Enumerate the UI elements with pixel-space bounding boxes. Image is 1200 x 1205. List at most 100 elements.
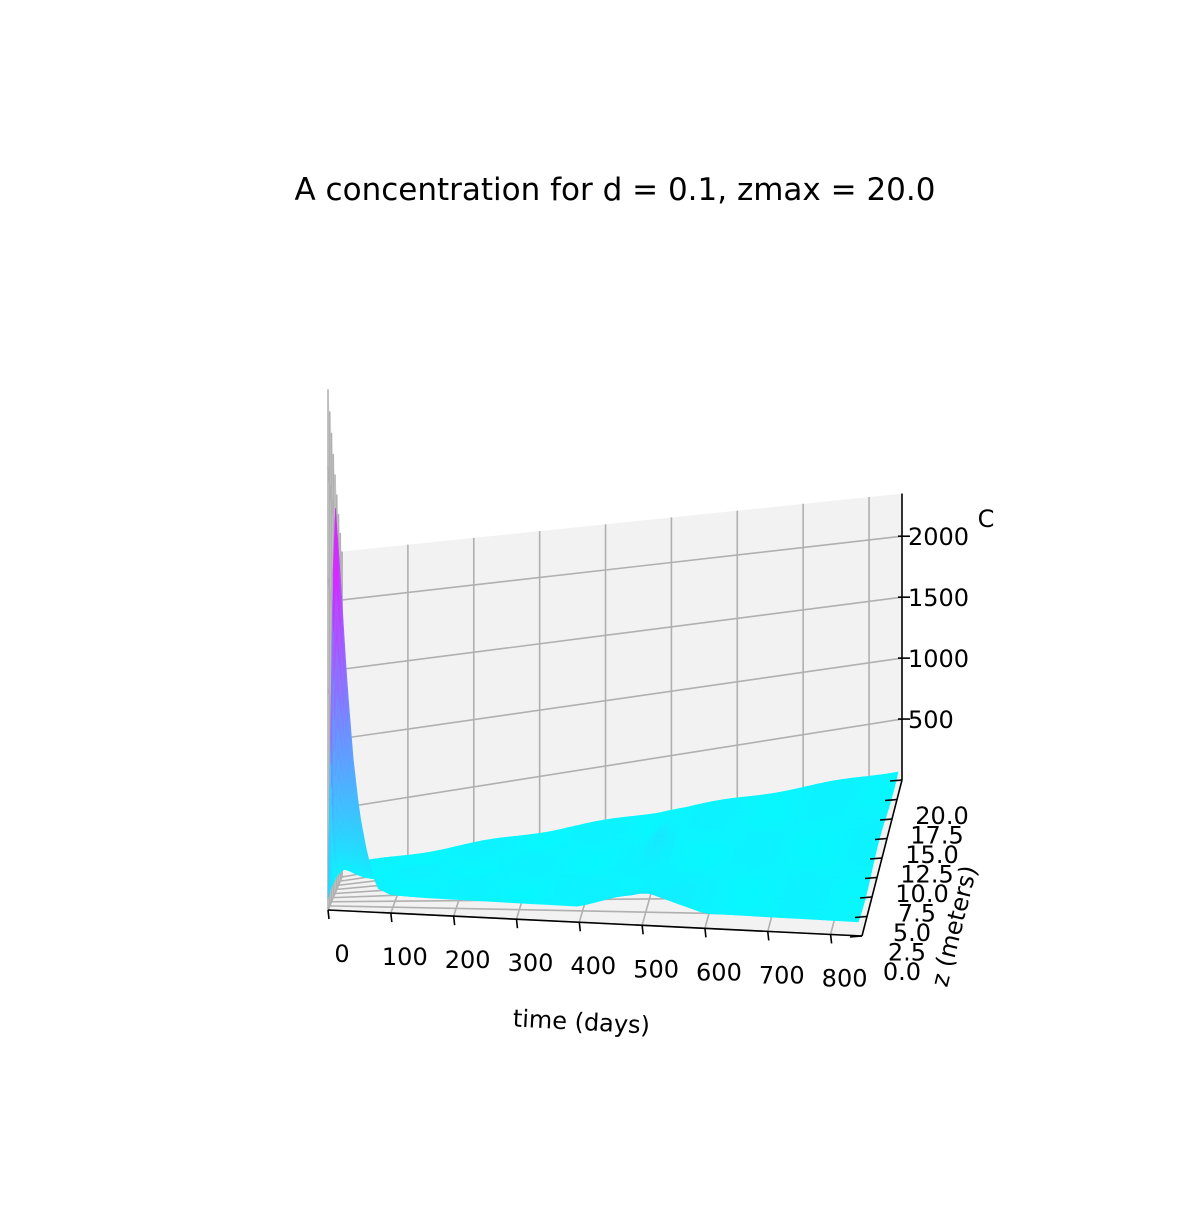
- surface-patch: [744, 880, 754, 885]
- surface-patch: [850, 884, 860, 890]
- surface-patch: [748, 864, 758, 870]
- surface-patch: [727, 812, 737, 816]
- surface-patch: [619, 823, 629, 826]
- surface-patch: [774, 865, 784, 870]
- x-tick-label: 600: [696, 958, 742, 986]
- surface-patch: [801, 865, 811, 869]
- surface-patch: [734, 820, 744, 824]
- surface-patch: [800, 869, 810, 873]
- surface-patch: [852, 909, 862, 913]
- surface-patch: [574, 855, 584, 859]
- surface-patch: [861, 872, 871, 878]
- x-tick-label: 700: [759, 961, 805, 989]
- surface-patch: [692, 844, 702, 848]
- surface-patch: [685, 869, 695, 872]
- y-tick-mark: [870, 858, 882, 859]
- x-tick-label: 0: [334, 940, 349, 968]
- surface-patch: [790, 902, 800, 907]
- surface-patch: [867, 849, 877, 855]
- surface-patch: [745, 910, 755, 913]
- surface-patch: [571, 891, 581, 895]
- surface-patch: [811, 828, 821, 834]
- surface-patch: [745, 875, 755, 880]
- surface-patch: [768, 855, 778, 860]
- surface-patch: [760, 850, 770, 855]
- surface-patch: [846, 861, 856, 867]
- surface-patch: [756, 864, 766, 869]
- surface-patch: [859, 884, 869, 890]
- surface-patch: [783, 865, 793, 869]
- surface-patch: [835, 801, 845, 806]
- surface-patch: [745, 812, 755, 816]
- surface-patch: [800, 839, 810, 844]
- surface-patch: [626, 829, 636, 832]
- surface-patch: [792, 865, 802, 869]
- surface-patch: [409, 882, 416, 885]
- surface-patch: [853, 905, 863, 910]
- surface-patch: [857, 890, 867, 896]
- surface-patch: [814, 914, 824, 920]
- surface-patch: [454, 894, 464, 897]
- x-tick-label: 500: [633, 955, 679, 983]
- surface-patch: [788, 913, 798, 919]
- surface-patch: [427, 897, 436, 899]
- surface-patch: [759, 855, 769, 860]
- z-tick-label: 1000: [908, 645, 969, 673]
- surface-patch: [856, 791, 866, 796]
- surface-patch: [656, 874, 666, 878]
- surface-patch: [627, 883, 637, 886]
- surface-patch: [867, 786, 878, 791]
- surface-patch: [744, 913, 754, 916]
- surface-patch: [752, 885, 762, 890]
- surface-patch: [837, 796, 847, 801]
- surface-patch: [758, 859, 768, 864]
- surface-patch: [729, 805, 739, 809]
- z-axis-label: C: [978, 505, 995, 533]
- surface-patch: [583, 881, 593, 883]
- surface-patch: [806, 913, 816, 919]
- surface-patch: [533, 902, 543, 904]
- surface-patch: [856, 855, 866, 861]
- surface-patch: [533, 873, 543, 877]
- surface-patch: [560, 898, 570, 902]
- surface-patch: [795, 857, 805, 862]
- surface-patch: [827, 868, 837, 873]
- surface-patch: [761, 846, 771, 850]
- surface-patch: [462, 897, 472, 901]
- surface-patch: [845, 867, 855, 873]
- surface-patch: [868, 780, 879, 786]
- surface-patch: [809, 869, 819, 873]
- y-tick-label: 20.0: [915, 802, 968, 830]
- surface-patch: [533, 869, 543, 872]
- surface-patch: [569, 874, 579, 876]
- x-tick-mark: [391, 913, 392, 922]
- surface-patch: [794, 888, 804, 893]
- surface-patch: [763, 838, 773, 842]
- surface-patch: [684, 872, 694, 875]
- surface-patch: [626, 889, 636, 891]
- surface-patch: [588, 891, 598, 894]
- surface-patch: [799, 902, 809, 908]
- surface-patch: [801, 834, 811, 839]
- chart-title: A concentration for d = 0.1, zmax = 20.0: [295, 172, 936, 208]
- surface-patch: [864, 796, 874, 801]
- y-tick-mark: [850, 936, 862, 937]
- surface-patch: [582, 861, 592, 864]
- surface-patch: [566, 852, 576, 855]
- surface-patch: [863, 801, 873, 806]
- surface-patch: [865, 791, 876, 796]
- surface-patch: [803, 824, 813, 830]
- surface-patch: [735, 816, 745, 820]
- surface-patch: [838, 791, 849, 796]
- surface-patch: [436, 897, 445, 899]
- surface-patch: [739, 800, 749, 804]
- x-tick-mark: [768, 931, 769, 940]
- surface-patch: [847, 791, 857, 796]
- surface-patch: [735, 912, 745, 915]
- surface-patch: [409, 880, 416, 883]
- surface-patch: [794, 861, 804, 865]
- surface-patch: [868, 843, 878, 849]
- surface-patch: [763, 908, 773, 913]
- surface-patch: [804, 858, 814, 862]
- surface-patch: [846, 796, 856, 801]
